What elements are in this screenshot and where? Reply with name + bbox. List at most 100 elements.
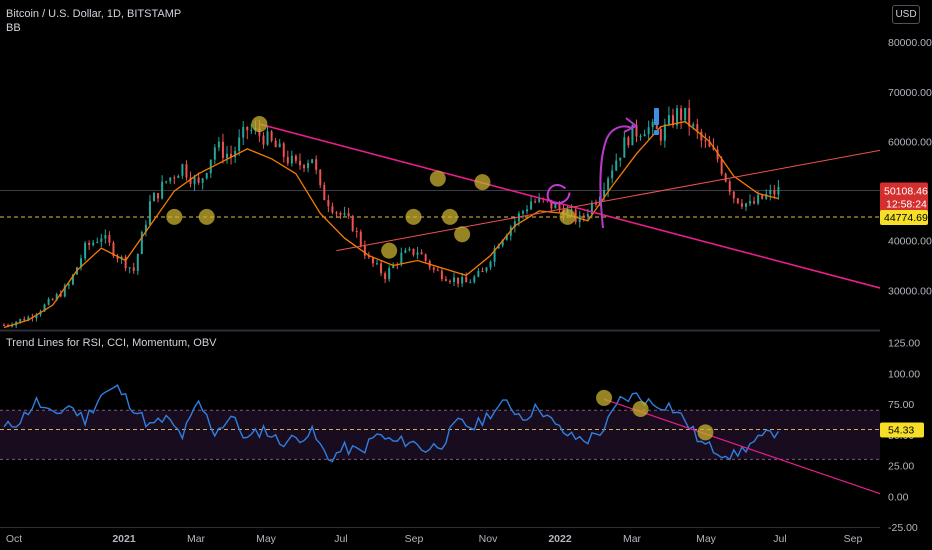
- countdown-label: 12:58:24: [886, 199, 927, 211]
- candle-body: [80, 258, 83, 268]
- candle-body: [262, 135, 265, 145]
- trendline-1: [336, 140, 932, 252]
- rsi-band: [0, 409, 880, 460]
- candle-body: [667, 115, 670, 125]
- candle-body: [416, 252, 419, 255]
- candle-body: [367, 255, 370, 258]
- rsi-tick-label: 125.00: [888, 338, 920, 350]
- candle-body: [493, 248, 496, 262]
- candle-body: [120, 256, 123, 259]
- currency-button[interactable]: USD: [892, 5, 920, 24]
- candle-body: [635, 124, 638, 137]
- candle-body: [339, 213, 342, 215]
- candle-body: [659, 129, 662, 141]
- candle-body: [201, 178, 204, 183]
- candle-body: [19, 318, 22, 322]
- time-tick-label: Oct: [6, 533, 22, 545]
- candle-body: [489, 261, 492, 268]
- time-tick-label: 2021: [112, 533, 136, 545]
- candle-body: [611, 170, 614, 179]
- candle-body: [530, 201, 533, 210]
- hand-drawn-arrow: [599, 125, 633, 229]
- candle-body: [777, 186, 780, 195]
- rsi-tick-label: 0.00: [888, 491, 909, 503]
- candle-body: [765, 194, 768, 199]
- candle-body: [708, 141, 711, 147]
- symbol-title[interactable]: Bitcoin / U.S. Dollar, 1D, BITSTAMP: [6, 8, 182, 20]
- candle-body: [23, 318, 26, 321]
- time-tick-label: Mar: [187, 533, 206, 545]
- rsi-band-fill: [0, 410, 880, 460]
- time-tick-label: Nov: [479, 533, 498, 545]
- candle-body: [457, 277, 460, 284]
- candle-body: [100, 238, 103, 242]
- candle-body: [639, 136, 642, 138]
- candle-body: [627, 137, 630, 146]
- candle-body: [144, 224, 147, 233]
- candle-body: [246, 126, 249, 131]
- candle-body: [217, 141, 220, 148]
- candle-body: [704, 140, 707, 142]
- candle-body: [225, 153, 228, 158]
- candle-body: [615, 160, 618, 171]
- candle-body: [234, 150, 237, 158]
- candle-body: [165, 181, 168, 183]
- candle-body: [371, 257, 374, 264]
- time-tick-label: May: [256, 533, 277, 545]
- candle-body: [469, 282, 472, 284]
- candle-body: [343, 213, 346, 215]
- indicator-legend[interactable]: BB: [6, 22, 21, 34]
- candle-body: [603, 190, 606, 197]
- candle-body: [136, 254, 139, 271]
- time-axis[interactable]: Oct 2021 Mar May Jul Sep Nov 2022 Mar May Jul Sep: [6, 533, 863, 545]
- candle-body: [177, 175, 180, 178]
- candle-body: [51, 299, 54, 301]
- candle-body: [376, 263, 379, 265]
- time-tick-label: Sep: [405, 533, 424, 545]
- candle-body: [736, 198, 739, 204]
- trendlines[interactable]: [259, 108, 932, 314]
- candle-body: [769, 189, 772, 195]
- last-price-tag: [880, 182, 928, 213]
- candle-body: [189, 177, 192, 184]
- candle-body: [286, 156, 289, 164]
- candle-body: [773, 189, 776, 195]
- marker-dot: [198, 208, 215, 225]
- rsi-tick-label: 25.00: [888, 461, 914, 473]
- candle-body: [716, 149, 719, 160]
- candle-body: [132, 267, 135, 271]
- candle-body: [631, 124, 634, 146]
- candle-body: [538, 198, 541, 202]
- axis-bg: [880, 0, 932, 550]
- candle-body: [148, 201, 151, 225]
- candle-body: [303, 165, 306, 169]
- candle-body: [740, 203, 743, 207]
- candle-body: [298, 160, 301, 166]
- candle-body: [749, 201, 752, 204]
- candle-body: [651, 121, 654, 128]
- price-tick-label: 70000.00: [888, 87, 932, 99]
- candle-body: [193, 177, 196, 184]
- candle-body: [238, 137, 241, 151]
- candle-body: [392, 264, 395, 268]
- candle-body: [173, 177, 176, 179]
- candle-body: [3, 325, 5, 327]
- price-axis[interactable]: 80000.00 70000.00 60000.00 40000.00 30000.00…: [880, 0, 932, 550]
- candle-body: [124, 256, 127, 269]
- candle-body: [473, 276, 476, 283]
- candle-body: [116, 255, 119, 259]
- candle-body: [461, 276, 464, 284]
- candle-body: [753, 201, 756, 204]
- candle-body: [477, 271, 480, 277]
- candle-body: [680, 108, 683, 121]
- level-label: 44774.69: [884, 212, 928, 224]
- time-tick-label: Jul: [773, 533, 786, 545]
- candle-body: [323, 185, 326, 201]
- subpane-title[interactable]: Trend Lines for RSI, CCI, Momentum, OBV: [6, 337, 217, 349]
- candle-body: [351, 216, 354, 232]
- rsi-tick-label: 75.00: [888, 399, 914, 411]
- candle-body: [643, 134, 646, 137]
- marker-dot: [454, 226, 471, 243]
- candle-body: [278, 143, 281, 148]
